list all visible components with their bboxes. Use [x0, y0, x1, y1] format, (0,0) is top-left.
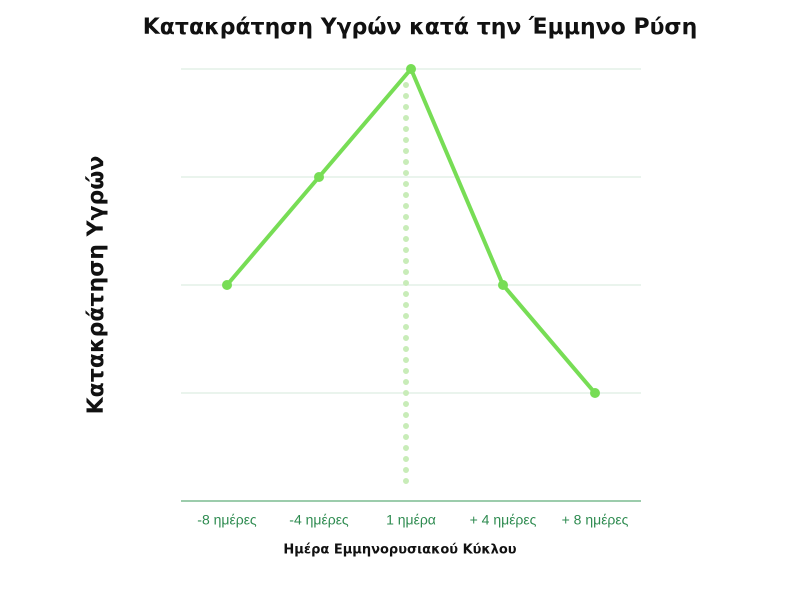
- line: [225, 67, 597, 395]
- x-tick-label: -8 ημέρες: [197, 512, 257, 528]
- x-tick-label: 1 ημέρα: [386, 512, 436, 528]
- x-tick-label: + 8 ημέρες: [562, 512, 629, 528]
- x-axis-label: Ημέρα Εμμηνορυσιακού Κύκλου: [283, 543, 516, 558]
- chart-title: Κατακράτηση Υγρών κατά την Έμμηνο Ρύση: [143, 15, 697, 40]
- point: [222, 280, 232, 290]
- point: [314, 172, 324, 182]
- point: [590, 388, 600, 398]
- point: [498, 280, 508, 290]
- x-tick-label: -4 ημέρες: [289, 512, 349, 528]
- x-tick-label: + 4 ημέρες: [470, 512, 537, 528]
- point: [406, 64, 416, 74]
- y-axis-label: Κατακράτηση Υγρών: [84, 156, 109, 415]
